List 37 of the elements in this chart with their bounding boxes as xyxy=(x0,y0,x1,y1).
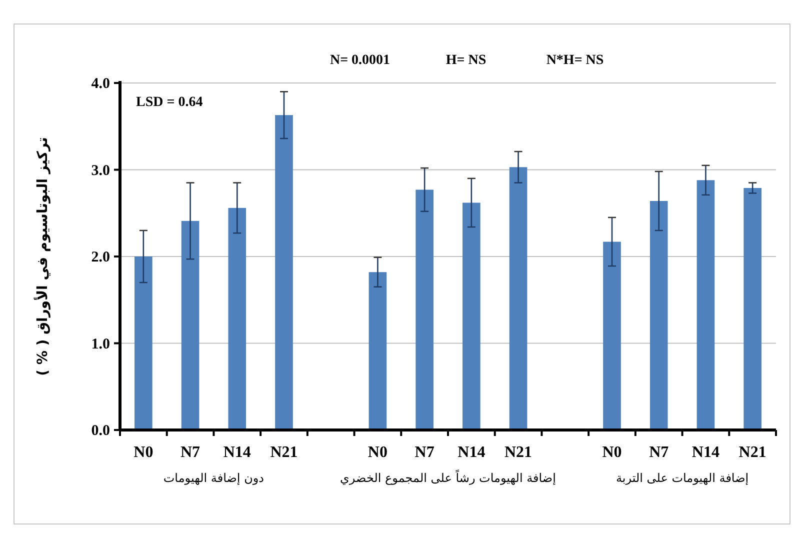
bar xyxy=(509,167,528,430)
x-tick-label: N14 xyxy=(692,444,720,461)
y-tick-label: 0.0 xyxy=(91,423,110,439)
y-axis-title: تركيز البوتاسيوم في الأوراق ( % ) xyxy=(33,137,51,376)
annotation: LSD = 0.64 xyxy=(136,95,203,110)
bar xyxy=(228,208,246,430)
x-tick-label: N7 xyxy=(649,444,669,461)
text: إضافة الهيومات على التربة xyxy=(616,471,749,485)
bar xyxy=(744,188,762,430)
y-tick-label: 2.0 xyxy=(91,250,110,266)
bar xyxy=(696,180,715,430)
text: H= NS xyxy=(446,53,486,68)
x-tick-label: N21 xyxy=(504,444,532,461)
text: N*H= NS xyxy=(546,53,604,68)
x-tick-label: N7 xyxy=(414,444,434,461)
bar xyxy=(134,256,152,430)
x-tick-label: N21 xyxy=(270,444,298,461)
text: N= 0.0001 xyxy=(330,53,390,68)
x-tick-label: N0 xyxy=(134,444,154,461)
x-tick-label: N14 xyxy=(223,444,251,461)
x-tick-label: N21 xyxy=(738,444,766,461)
x-tick-label: N7 xyxy=(180,444,200,461)
bar xyxy=(275,115,293,430)
x-tick-label: N0 xyxy=(602,444,622,461)
y-tick-label: 4.0 xyxy=(91,76,110,92)
y-tick-label: 1.0 xyxy=(91,336,110,352)
bar xyxy=(603,242,621,430)
bar xyxy=(181,220,200,430)
bar xyxy=(368,272,387,430)
text: إضافة الهيومات رشاً على المجموع الخضري xyxy=(340,469,556,485)
bar xyxy=(462,202,480,430)
x-tick-label: N14 xyxy=(458,444,486,461)
bar xyxy=(650,200,668,430)
x-tick-label: N0 xyxy=(368,444,388,461)
bar xyxy=(416,190,434,430)
text: دون إضافة الهيومات xyxy=(163,471,264,485)
y-tick-label: 3.0 xyxy=(91,162,110,179)
